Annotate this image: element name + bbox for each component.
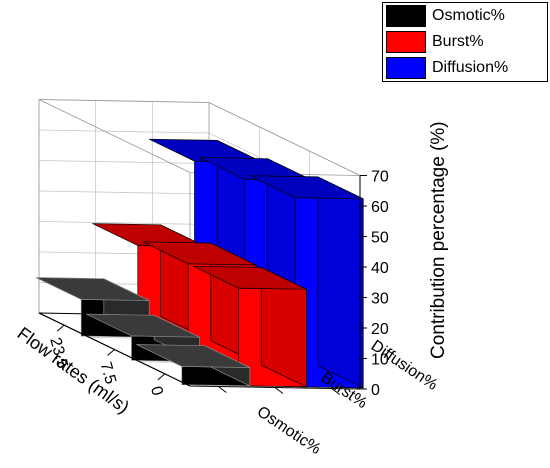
- x-tick-label-2: 0: [147, 384, 166, 397]
- chart-legend: Osmotic% Burst% Diffusion%: [382, 2, 548, 82]
- x-tick-0: [56, 324, 65, 332]
- x-tick-1: [107, 349, 115, 356]
- legend-swatch-burst: [386, 31, 426, 53]
- x-tick-2: [157, 373, 166, 381]
- bar-side-face: [317, 176, 364, 389]
- bar-top-face: [249, 175, 364, 200]
- z-tick-label-7: 70: [371, 169, 389, 186]
- bar-osmotic-0: [136, 344, 251, 387]
- chart-bars: [35, 138, 364, 389]
- bar-top-face: [35, 277, 150, 301]
- legend-label-burst: Burst%: [432, 33, 484, 50]
- z-tick-label-6: 60: [371, 199, 389, 216]
- z-axis-title: Contribution percentage (%): [428, 121, 449, 359]
- legend-item-burst: Burst%: [383, 29, 547, 55]
- z-tick-label-2: 20: [371, 321, 389, 338]
- bar-top-face: [193, 265, 307, 290]
- z-tick-label-3: 30: [371, 291, 389, 308]
- bar-diffusion-0: [249, 175, 364, 389]
- bar-top-face: [86, 313, 200, 338]
- z-tick-label-5: 50: [371, 230, 389, 247]
- legend-swatch-osmotic: [386, 5, 426, 27]
- x-tick-label-1: 7.5: [97, 360, 119, 386]
- legend-label-osmotic: Osmotic%: [432, 7, 505, 24]
- bar-burst-0: [193, 265, 307, 388]
- legend-label-diffusion: Diffusion%: [432, 59, 509, 76]
- legend-item-diffusion: Diffusion%: [383, 55, 547, 81]
- x-axis-line: [38, 312, 191, 387]
- z-tick-label-4: 40: [371, 260, 389, 277]
- y-tick-1: [274, 387, 284, 394]
- z-tick-label-0: 0: [371, 382, 380, 399]
- legend-swatch-diffusion: [386, 57, 426, 79]
- bar-top-face: [136, 344, 250, 368]
- legend-item-osmotic: Osmotic%: [383, 3, 547, 29]
- bar-top-face: [142, 241, 257, 266]
- z-tick-label-1: 10: [371, 352, 389, 369]
- y-tick-2: [218, 386, 227, 393]
- y-tick-0: [331, 388, 340, 395]
- y-tick-label-2: Osmotic%: [254, 403, 324, 458]
